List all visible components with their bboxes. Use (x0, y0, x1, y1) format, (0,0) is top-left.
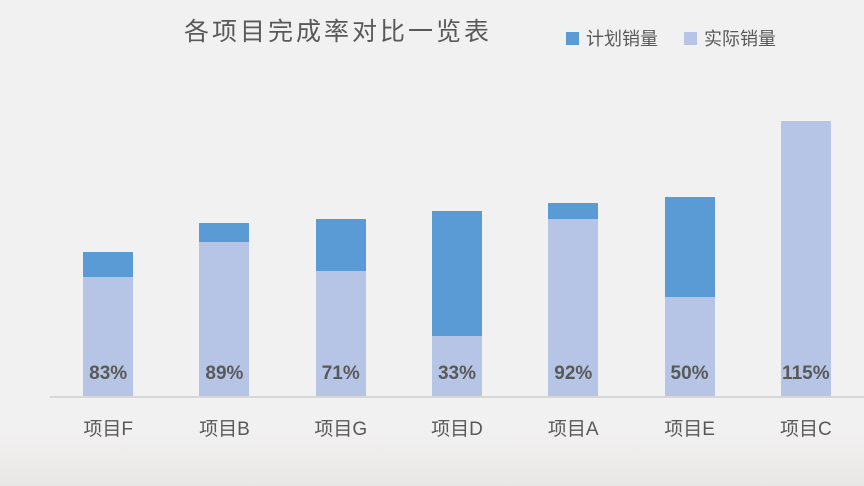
bar-group-项目F: 83% (50, 0, 166, 397)
segment-actual-项目D (431, 336, 482, 397)
segment-actual-项目E (664, 297, 715, 397)
segment-actual-项目A (548, 219, 599, 397)
legend-label-planned: 计划销量 (586, 29, 658, 49)
legend-item-actual: 实际销量 (684, 25, 776, 51)
category-axis-labels: 项目F 项目B 项目G 项目D 项目A 项目E 项目C (50, 414, 864, 441)
category-label-项目E: 项目E (664, 419, 715, 440)
completion-label-项目D: 33% (437, 363, 476, 384)
segment-planned-项目B (199, 223, 250, 242)
bar-项目G (315, 219, 366, 397)
bar-group-项目E: 50% (631, 0, 747, 397)
bar-项目D (431, 211, 482, 397)
completion-label-项目B: 89% (205, 363, 244, 384)
segment-planned-项目D (431, 211, 482, 336)
plot-area: 83% 89% 71% 33% 92% 50% 115% (50, 0, 864, 397)
category-label-项目F: 项目F (83, 419, 133, 440)
category-axis-line (50, 396, 864, 398)
segment-planned-项目E (664, 197, 715, 297)
bar-group-项目B: 89% (166, 0, 282, 397)
bar-group-项目C: 115% (748, 0, 864, 397)
bar-group-项目G: 71% (283, 0, 399, 397)
segment-actual-项目F (83, 277, 134, 397)
bar-group-项目D: 33% (399, 0, 515, 397)
bar-项目C (780, 121, 831, 397)
segment-planned-项目F (83, 252, 134, 277)
bar-group-项目A: 92% (515, 0, 631, 397)
legend-swatch-actual-icon (684, 31, 697, 45)
completion-label-项目F: 83% (89, 363, 128, 384)
category-label-项目G: 项目G (314, 419, 368, 440)
category-label-项目C: 项目C (779, 419, 832, 440)
segment-planned-项目G (315, 219, 366, 271)
completion-label-项目C: 115% (782, 363, 830, 384)
bar-项目F (83, 252, 134, 397)
bar-项目E (664, 197, 715, 397)
category-label-项目D: 项目D (431, 419, 483, 440)
legend-label-actual: 实际销量 (704, 29, 776, 49)
legend-item-planned: 计划销量 (566, 25, 658, 51)
segment-actual-项目G (315, 271, 366, 397)
completion-label-项目E: 50% (670, 363, 709, 384)
category-label-项目A: 项目A (547, 419, 599, 440)
chart-title: 各项目完成率对比一览表 (184, 18, 493, 46)
bar-项目A (548, 203, 599, 397)
bar-项目B (199, 223, 250, 397)
completion-label-项目G: 71% (321, 363, 360, 384)
legend-swatch-planned-icon (566, 31, 579, 45)
segment-actual-项目B (199, 242, 250, 397)
segment-actual-项目C (780, 121, 831, 397)
category-label-项目B: 项目B (199, 419, 250, 440)
completion-label-项目A: 92% (554, 363, 593, 384)
chart-legend: 计划销量 实际销量 (566, 25, 776, 51)
segment-planned-项目A (548, 203, 599, 219)
